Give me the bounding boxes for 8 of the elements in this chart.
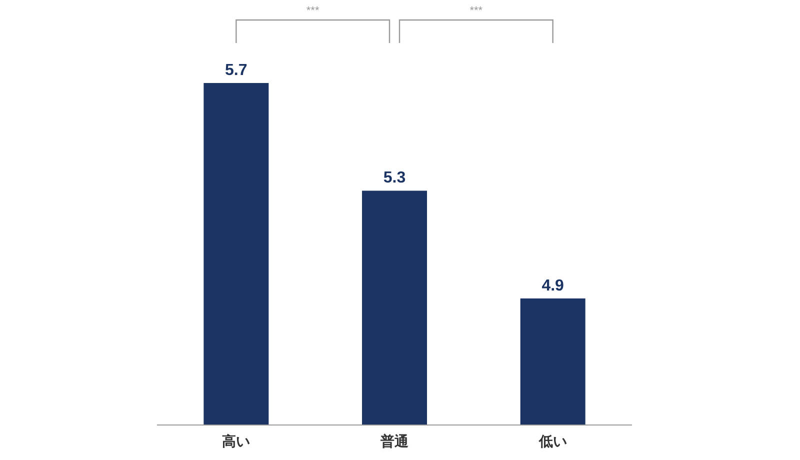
x-tick-label: 高い — [222, 433, 250, 449]
text: *** — [470, 5, 484, 17]
text: *** — [306, 5, 320, 17]
x-tick-label: 低い — [538, 433, 567, 449]
data-label: 5.3 — [383, 170, 406, 187]
data-label: 4.9 — [542, 277, 564, 294]
data-label: 5.7 — [225, 62, 248, 79]
x-tick-label: 普通 — [380, 433, 410, 449]
